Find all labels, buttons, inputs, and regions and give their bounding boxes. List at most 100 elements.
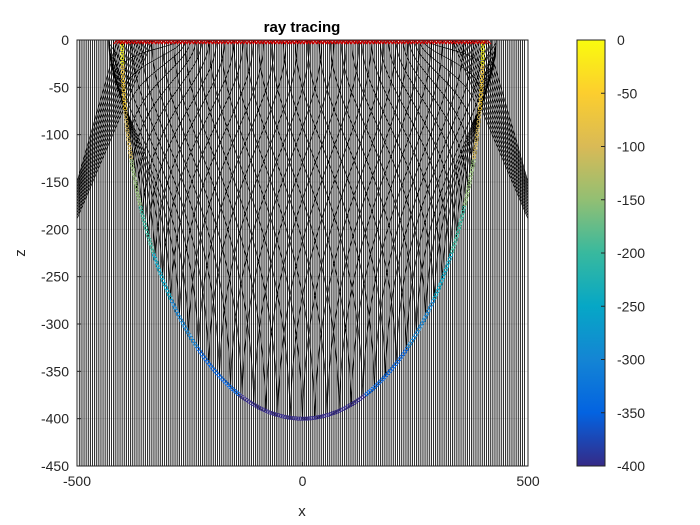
- reflector-point: [453, 237, 458, 242]
- y-tick-label: -50: [49, 79, 69, 95]
- reflector-point: [459, 217, 464, 222]
- x-axis-ticks: -500 0 500: [63, 462, 540, 489]
- reflector-point: [476, 119, 481, 124]
- reflector-point: [393, 362, 398, 367]
- reflector-point: [438, 282, 443, 287]
- reflector-point: [420, 321, 425, 326]
- reflector-point: [328, 411, 333, 416]
- reflector-point: [436, 285, 441, 290]
- reflector-point: [466, 184, 471, 189]
- reflector-point: [151, 253, 156, 258]
- reflector-point: [129, 159, 134, 164]
- reflector-point: [311, 415, 316, 420]
- reflector-point: [125, 128, 130, 133]
- reflector-point: [461, 209, 466, 214]
- reflector-point: [280, 414, 285, 419]
- reflector-point: [473, 141, 478, 146]
- reflector-point: [179, 318, 184, 323]
- colorbar-tick-label: -300: [617, 352, 645, 368]
- reflector-point: [395, 359, 400, 364]
- reflector-point: [454, 233, 459, 238]
- reflector-point: [143, 225, 148, 230]
- reflector-point: [455, 229, 460, 234]
- reflector-point: [477, 106, 482, 111]
- reflector-point: [469, 172, 474, 177]
- vertical-rays: [78, 40, 525, 466]
- reflector-point: [298, 416, 303, 421]
- reflector-point: [477, 115, 482, 120]
- y-tick-label: -250: [41, 269, 69, 285]
- reflector-point: [127, 141, 132, 146]
- reflector-point: [289, 415, 294, 420]
- reflector-point: [150, 249, 155, 254]
- reflector-point: [120, 60, 125, 65]
- reflector-point: [384, 373, 389, 378]
- reflector-point: [190, 338, 195, 343]
- reflector-point: [317, 414, 322, 419]
- reflector-point: [201, 354, 206, 359]
- reflector-point: [397, 357, 402, 362]
- reflector-point: [120, 42, 125, 47]
- reflector-point: [457, 225, 462, 230]
- reflector-point: [404, 346, 409, 351]
- y-axis-ticks: 0 -50 -100 -150 -200 -250 -300 -350 -400 -450: [41, 32, 81, 474]
- reflector-point: [480, 70, 485, 75]
- reflector-point: [122, 97, 127, 102]
- x-axis-label: x: [298, 503, 306, 520]
- reflector-point: [208, 364, 213, 369]
- colorbar-tick-label: -150: [617, 192, 645, 208]
- reflector-point: [134, 184, 139, 189]
- reflector-point: [205, 359, 210, 364]
- reflector-point: [148, 241, 153, 246]
- reflector-point: [121, 79, 126, 84]
- reflector-point: [130, 163, 135, 168]
- reflector-point: [171, 302, 176, 307]
- reflector-point: [475, 128, 480, 133]
- reflector-point: [479, 83, 484, 88]
- reflector-point: [441, 275, 446, 280]
- colorbar-tick-label: -200: [617, 245, 645, 261]
- reflector-point: [147, 237, 152, 242]
- reflector-point: [131, 172, 136, 177]
- reflector-point: [141, 217, 146, 222]
- reflector-point: [452, 241, 457, 246]
- reflector-point: [445, 264, 450, 269]
- reflector-point: [478, 97, 483, 102]
- reflector-point: [192, 341, 197, 346]
- reflector-point: [196, 346, 201, 351]
- reflector-point: [199, 352, 204, 357]
- reflector-point: [120, 70, 125, 75]
- reflector-point: [127, 146, 132, 151]
- reflector-point: [431, 299, 436, 304]
- reflector-point: [458, 221, 463, 226]
- reflector-point: [124, 119, 129, 124]
- reflector-point: [120, 74, 125, 79]
- reflector-point: [446, 260, 451, 265]
- reflector-point: [135, 189, 140, 194]
- reflector-point: [154, 260, 159, 265]
- reflector-point: [276, 413, 281, 418]
- reflector-point: [126, 137, 131, 142]
- reflector-point: [120, 56, 125, 61]
- reflector-point: [426, 308, 431, 313]
- y-tick-label: -350: [41, 363, 69, 379]
- reflector-point: [480, 65, 485, 70]
- reflector-point: [442, 271, 447, 276]
- reflector-point: [415, 330, 420, 335]
- reflector-point: [140, 213, 145, 218]
- reflector-point: [128, 150, 133, 155]
- colorbar-tick-label: 0: [617, 32, 625, 48]
- reflector-point: [177, 315, 182, 320]
- reflector-point: [309, 416, 314, 421]
- reflector-point: [467, 180, 472, 185]
- reflector-point: [345, 404, 350, 409]
- reflector-point: [447, 256, 452, 261]
- reflector-point: [182, 324, 187, 329]
- reflector-point: [169, 299, 174, 304]
- reflector-point: [335, 409, 340, 414]
- reflector-point: [291, 416, 296, 421]
- ray-paths: [77, 40, 528, 466]
- reflector-point: [434, 292, 439, 297]
- reflector-point: [471, 159, 476, 164]
- colorbar-tick-label: -250: [617, 298, 645, 314]
